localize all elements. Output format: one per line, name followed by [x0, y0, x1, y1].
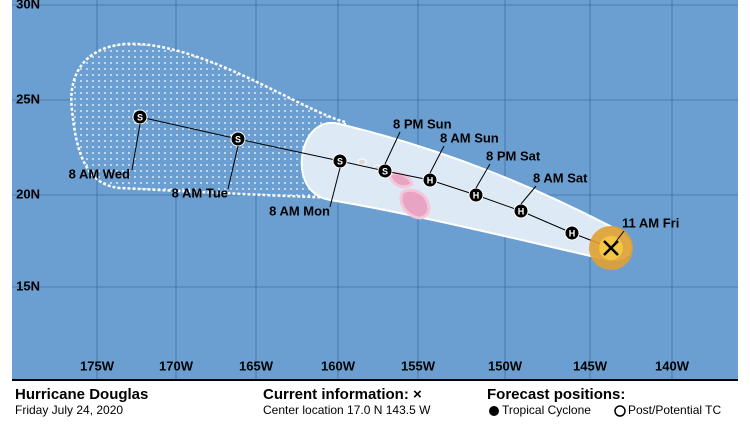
forecast-title: Forecast positions:: [487, 386, 625, 403]
lat-label: 20N: [16, 186, 40, 201]
position-label: 8 AM Sun: [440, 130, 499, 145]
marker-symbol: H: [569, 228, 576, 238]
date: Friday July 24, 2020: [15, 403, 123, 417]
lon-label: 150W: [488, 358, 523, 373]
marker-symbol: H: [473, 190, 480, 200]
leader-line: [329, 167, 341, 208]
position-label: 8 PM Sat: [486, 148, 541, 163]
hawaii-islands: [357, 158, 431, 220]
position-label: 8 AM Mon: [269, 203, 330, 218]
marker-symbol: S: [382, 166, 388, 176]
lon-label: 175W: [80, 358, 115, 373]
current-position: [603, 240, 619, 256]
leader-line: [475, 163, 491, 189]
center-location: Center location 17.0 N 143.5 W: [263, 403, 431, 417]
lat-label: 25N: [16, 91, 40, 106]
ptc-icon: [614, 405, 626, 417]
marker-symbol: S: [235, 134, 241, 144]
lon-label: 165W: [239, 358, 274, 373]
marker-symbol: H: [518, 206, 525, 216]
axis-labels: 30N 25N 20N 15N 175W 170W 165W 160W 155W 150W 145W…: [16, 0, 690, 373]
position-label: 8 AM Wed: [69, 166, 130, 181]
marker-symbol: S: [337, 156, 343, 166]
leader-line: [227, 145, 239, 190]
leader-line: [131, 123, 141, 171]
leader-line: [384, 131, 401, 165]
position-label: 8 AM Tue: [172, 185, 228, 200]
lon-label: 140W: [655, 358, 690, 373]
leader-line: [520, 185, 537, 205]
position-label: 8 PM Sun: [393, 116, 452, 131]
lon-label: 160W: [321, 358, 356, 373]
current-title: Current information: ×: [263, 386, 422, 403]
track-marker: [564, 225, 580, 241]
lon-label: 155W: [401, 358, 436, 373]
lat-label: 30N: [16, 0, 40, 11]
position-label: 8 AM Sat: [533, 170, 588, 185]
position-label: 11 AM Fri: [622, 215, 679, 230]
leader-line: [429, 145, 445, 174]
tc-label: Tropical Cyclone: [502, 403, 591, 417]
ptc-label: Post/Potential TC: [628, 403, 721, 417]
cone-days-4-5: [70, 42, 347, 200]
lon-label: 170W: [159, 358, 194, 373]
lat-label: 15N: [16, 278, 40, 293]
track-points: S S S S H H H H 8 AM Wed 8 AM Tue 8 AM Mon 8 PM Sun…: [69, 109, 679, 249]
storm-name: Hurricane Douglas: [15, 386, 148, 403]
marker-symbol: S: [137, 112, 143, 122]
tc-icon: [489, 406, 499, 416]
marker-symbol: H: [427, 175, 434, 185]
lon-label: 145W: [573, 358, 608, 373]
legend-bar: [0, 379, 750, 421]
